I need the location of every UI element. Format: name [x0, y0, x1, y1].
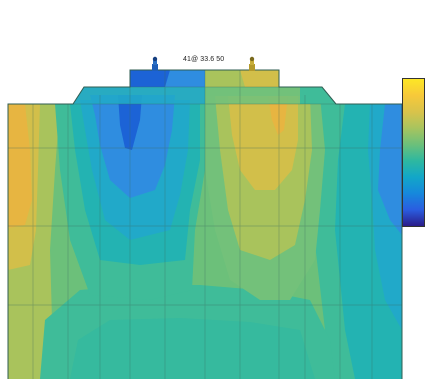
colorbar [403, 79, 424, 226]
right-plume-gold [268, 96, 288, 135]
right-pin [249, 56, 255, 71]
annotation-label: 41@ 33.6 50 [183, 56, 225, 63]
left-gold-band [8, 104, 32, 228]
cap-right-yellow [240, 70, 279, 87]
colorbar-gradient [403, 79, 424, 226]
cap-left-deepblue [130, 70, 170, 87]
body-outline [7, 69, 403, 379]
left-plume-deepblue [118, 95, 142, 150]
shoulder-left [73, 87, 205, 104]
left-pin [152, 56, 158, 71]
right-deepblue-band [378, 104, 402, 235]
bottom-cyan-pool [70, 318, 315, 379]
contour-body [8, 70, 402, 379]
shoulder-far-right [300, 87, 336, 104]
